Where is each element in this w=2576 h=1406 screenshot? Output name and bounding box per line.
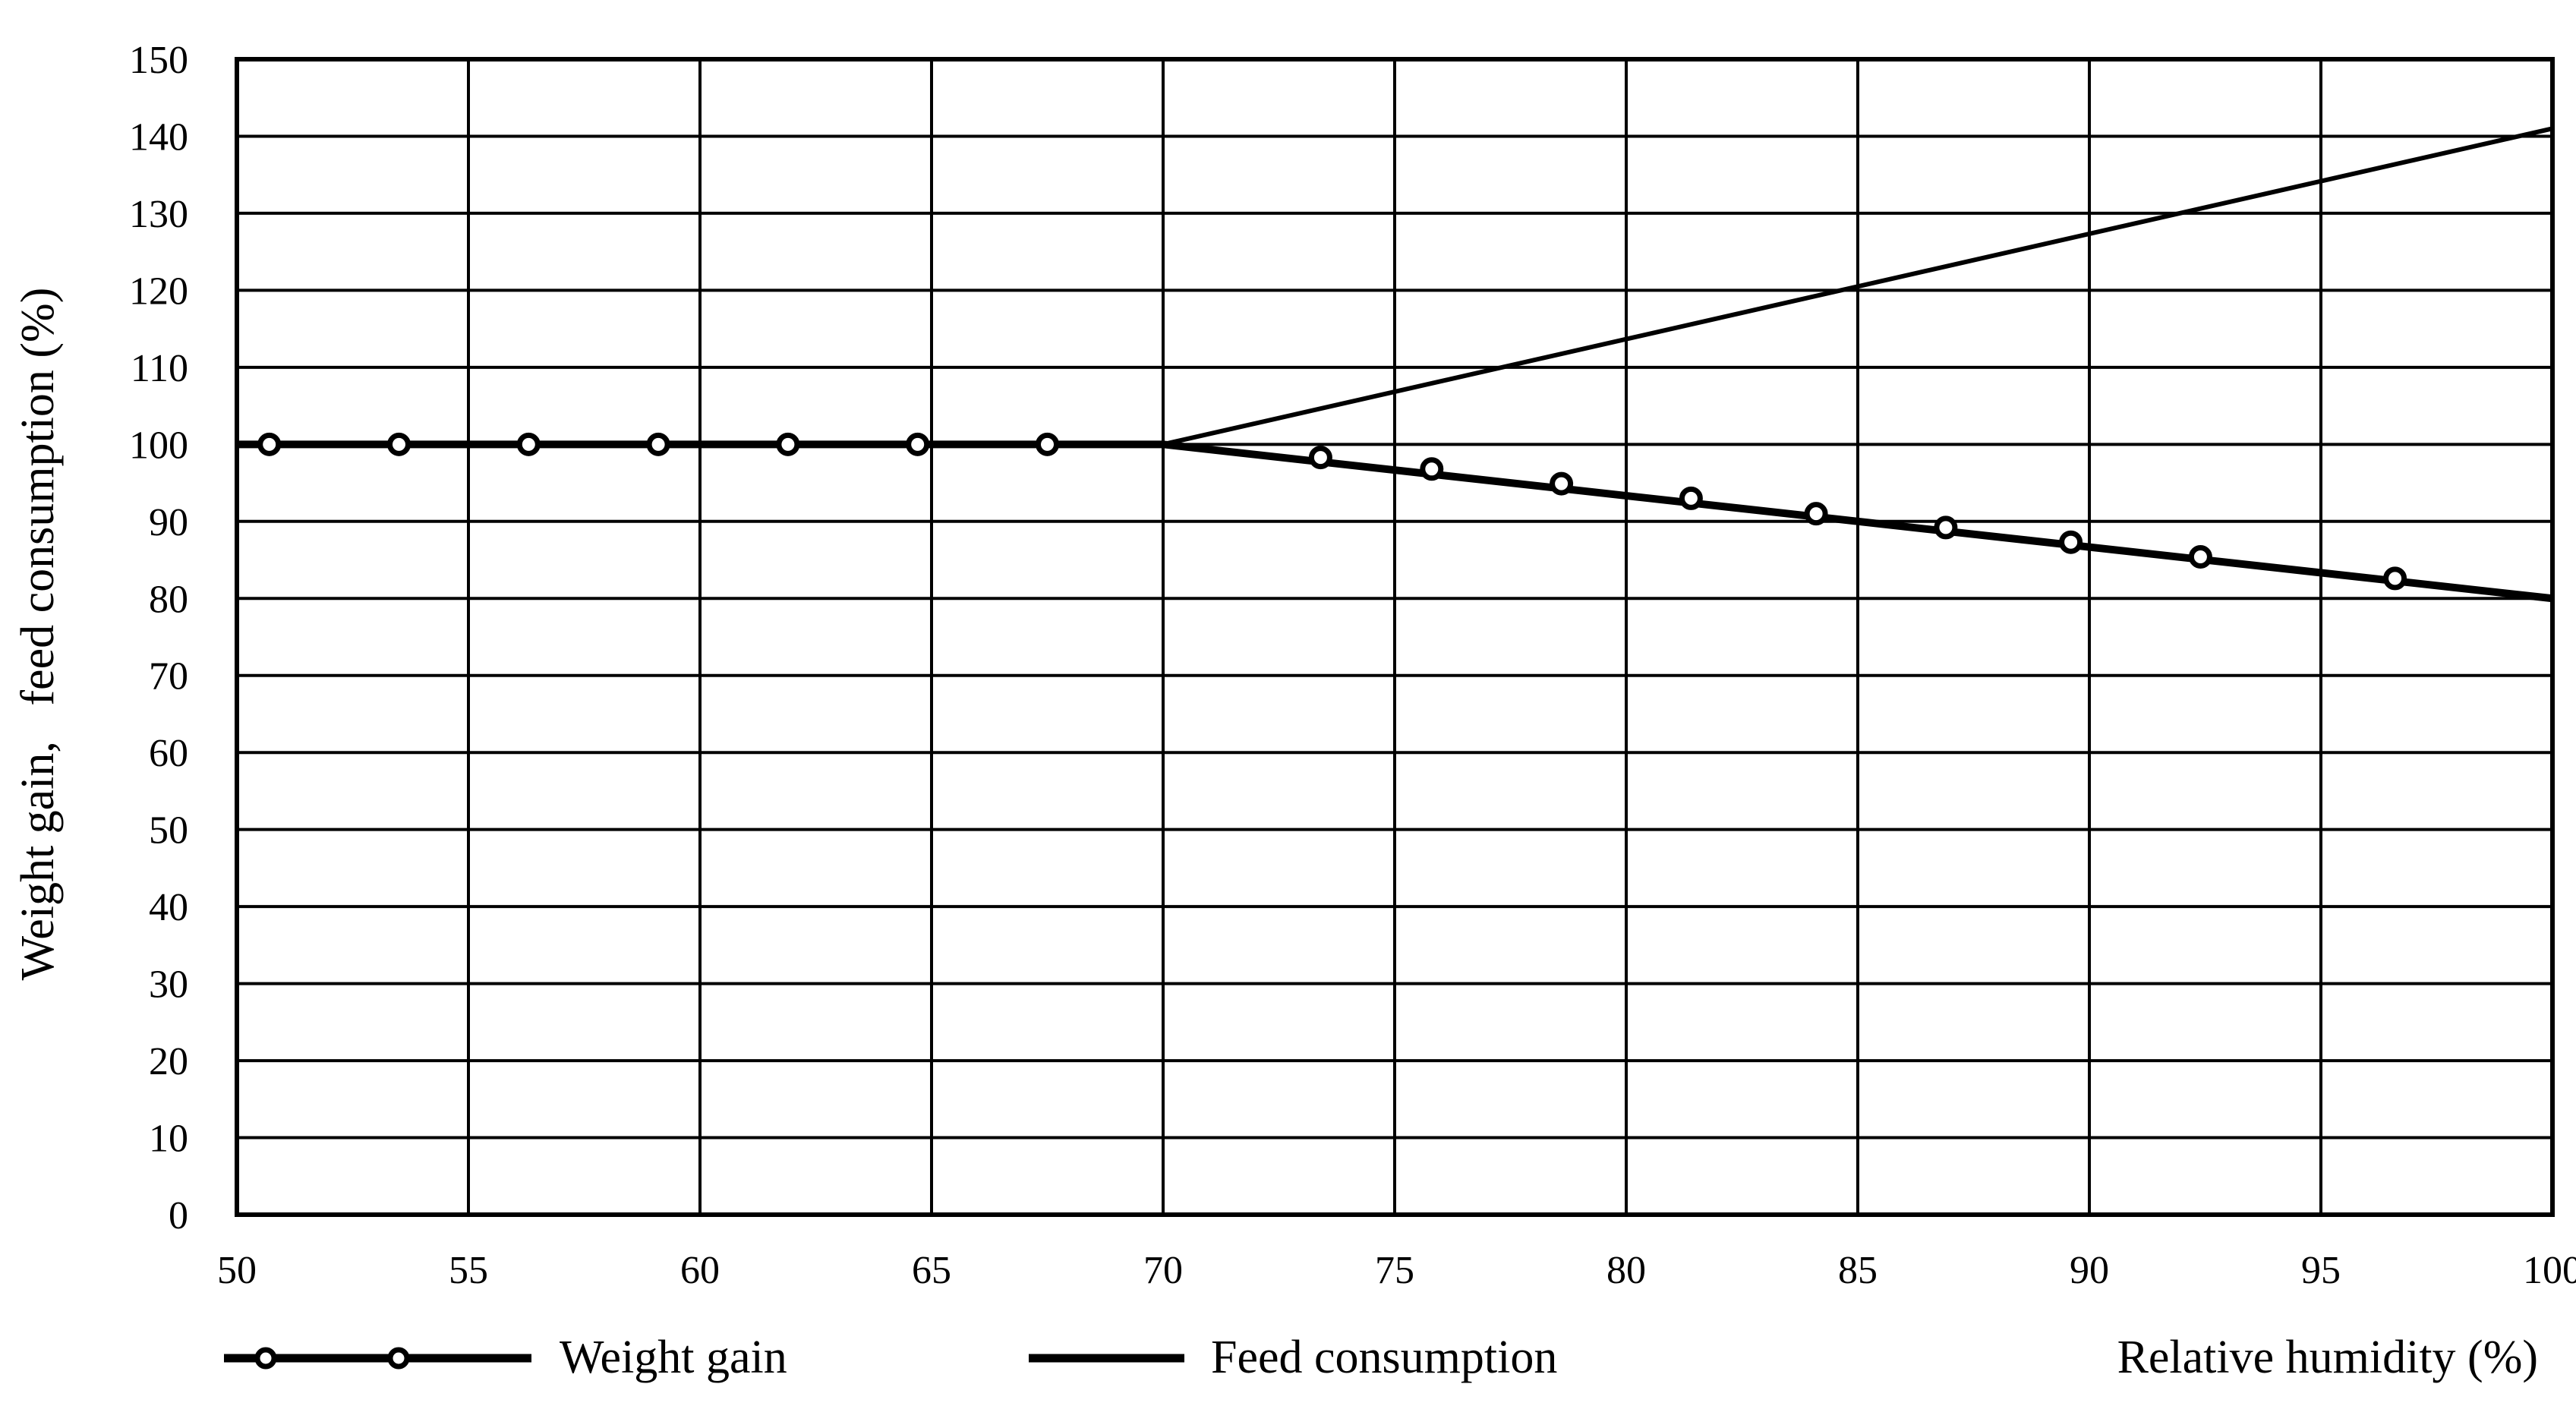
y-tick-label: 100 bbox=[129, 424, 188, 467]
marker-weight-gain bbox=[1679, 486, 1703, 510]
x-tick-label: 95 bbox=[2301, 1249, 2341, 1292]
marker-weight-gain bbox=[1420, 457, 1444, 481]
y-tick-label: 120 bbox=[129, 270, 188, 313]
y-axis-title: Weight gain, feed consumption (%) bbox=[12, 288, 64, 981]
y-tick-label: 10 bbox=[149, 1118, 188, 1161]
y-axis-ticks: 0 10 20 30 40 50 60 70 80 90 100 110 120 130 140 150 bbox=[129, 39, 188, 1237]
marker-weight-gain bbox=[387, 432, 411, 456]
marker-weight-gain bbox=[2383, 566, 2407, 591]
legend-feed-consumption-label: Feed consumption bbox=[1211, 1332, 1557, 1383]
y-tick-label: 90 bbox=[149, 501, 188, 544]
marker-weight-gain bbox=[2188, 544, 2212, 569]
marker-weight-gain bbox=[257, 432, 282, 456]
marker-weight-gain bbox=[776, 432, 800, 456]
y-tick-label: 60 bbox=[149, 732, 188, 775]
marker-weight-gain bbox=[1804, 502, 1828, 526]
marker-weight-gain bbox=[906, 432, 930, 456]
marker-weight-gain bbox=[1550, 471, 1574, 496]
marker-weight-gain bbox=[1308, 446, 1332, 470]
y-tick-label: 20 bbox=[149, 1040, 188, 1083]
marker-weight-gain bbox=[2059, 530, 2083, 554]
y-tick-label: 70 bbox=[149, 655, 188, 698]
y-tick-label: 0 bbox=[169, 1194, 188, 1237]
x-axis-ticks: 50 55 60 65 70 75 80 85 90 95 100 bbox=[217, 1249, 2576, 1292]
x-tick-label: 60 bbox=[680, 1249, 720, 1292]
x-tick-label: 80 bbox=[1606, 1249, 1646, 1292]
x-tick-label: 100 bbox=[2523, 1249, 2576, 1292]
legend-weight-gain-marker bbox=[387, 1347, 410, 1370]
grid bbox=[235, 58, 2554, 1216]
y-tick-label: 110 bbox=[131, 347, 188, 390]
x-tick-label: 65 bbox=[912, 1249, 951, 1292]
series-line-feed-consumption bbox=[237, 126, 2553, 447]
legend: Weight gain Feed consumption Relative hu… bbox=[224, 1332, 2538, 1383]
y-tick-label: 50 bbox=[149, 809, 188, 853]
x-axis-title: Relative humidity (%) bbox=[2117, 1332, 2538, 1383]
marker-weight-gain bbox=[1934, 515, 1958, 540]
x-tick-label: 90 bbox=[2070, 1249, 2109, 1292]
marker-weight-gain bbox=[1036, 432, 1059, 456]
legend-weight-gain-marker bbox=[254, 1347, 277, 1370]
plot-frame bbox=[235, 57, 2555, 1217]
y-tick-label: 130 bbox=[129, 193, 188, 236]
series-layer bbox=[237, 126, 2553, 603]
x-tick-label: 85 bbox=[1838, 1249, 1878, 1292]
marker-weight-gain bbox=[516, 432, 541, 456]
x-tick-label: 50 bbox=[217, 1249, 257, 1292]
marker-weight-gain bbox=[646, 432, 670, 456]
x-tick-label: 75 bbox=[1375, 1249, 1414, 1292]
x-tick-label: 70 bbox=[1143, 1249, 1183, 1292]
y-tick-label: 150 bbox=[129, 39, 188, 82]
legend-weight-gain-label: Weight gain bbox=[560, 1332, 787, 1383]
y-tick-label: 40 bbox=[149, 886, 188, 929]
y-tick-label: 140 bbox=[129, 115, 188, 159]
y-tick-label: 30 bbox=[149, 963, 188, 1007]
x-tick-label: 55 bbox=[449, 1249, 488, 1292]
y-tick-label: 80 bbox=[149, 578, 188, 621]
